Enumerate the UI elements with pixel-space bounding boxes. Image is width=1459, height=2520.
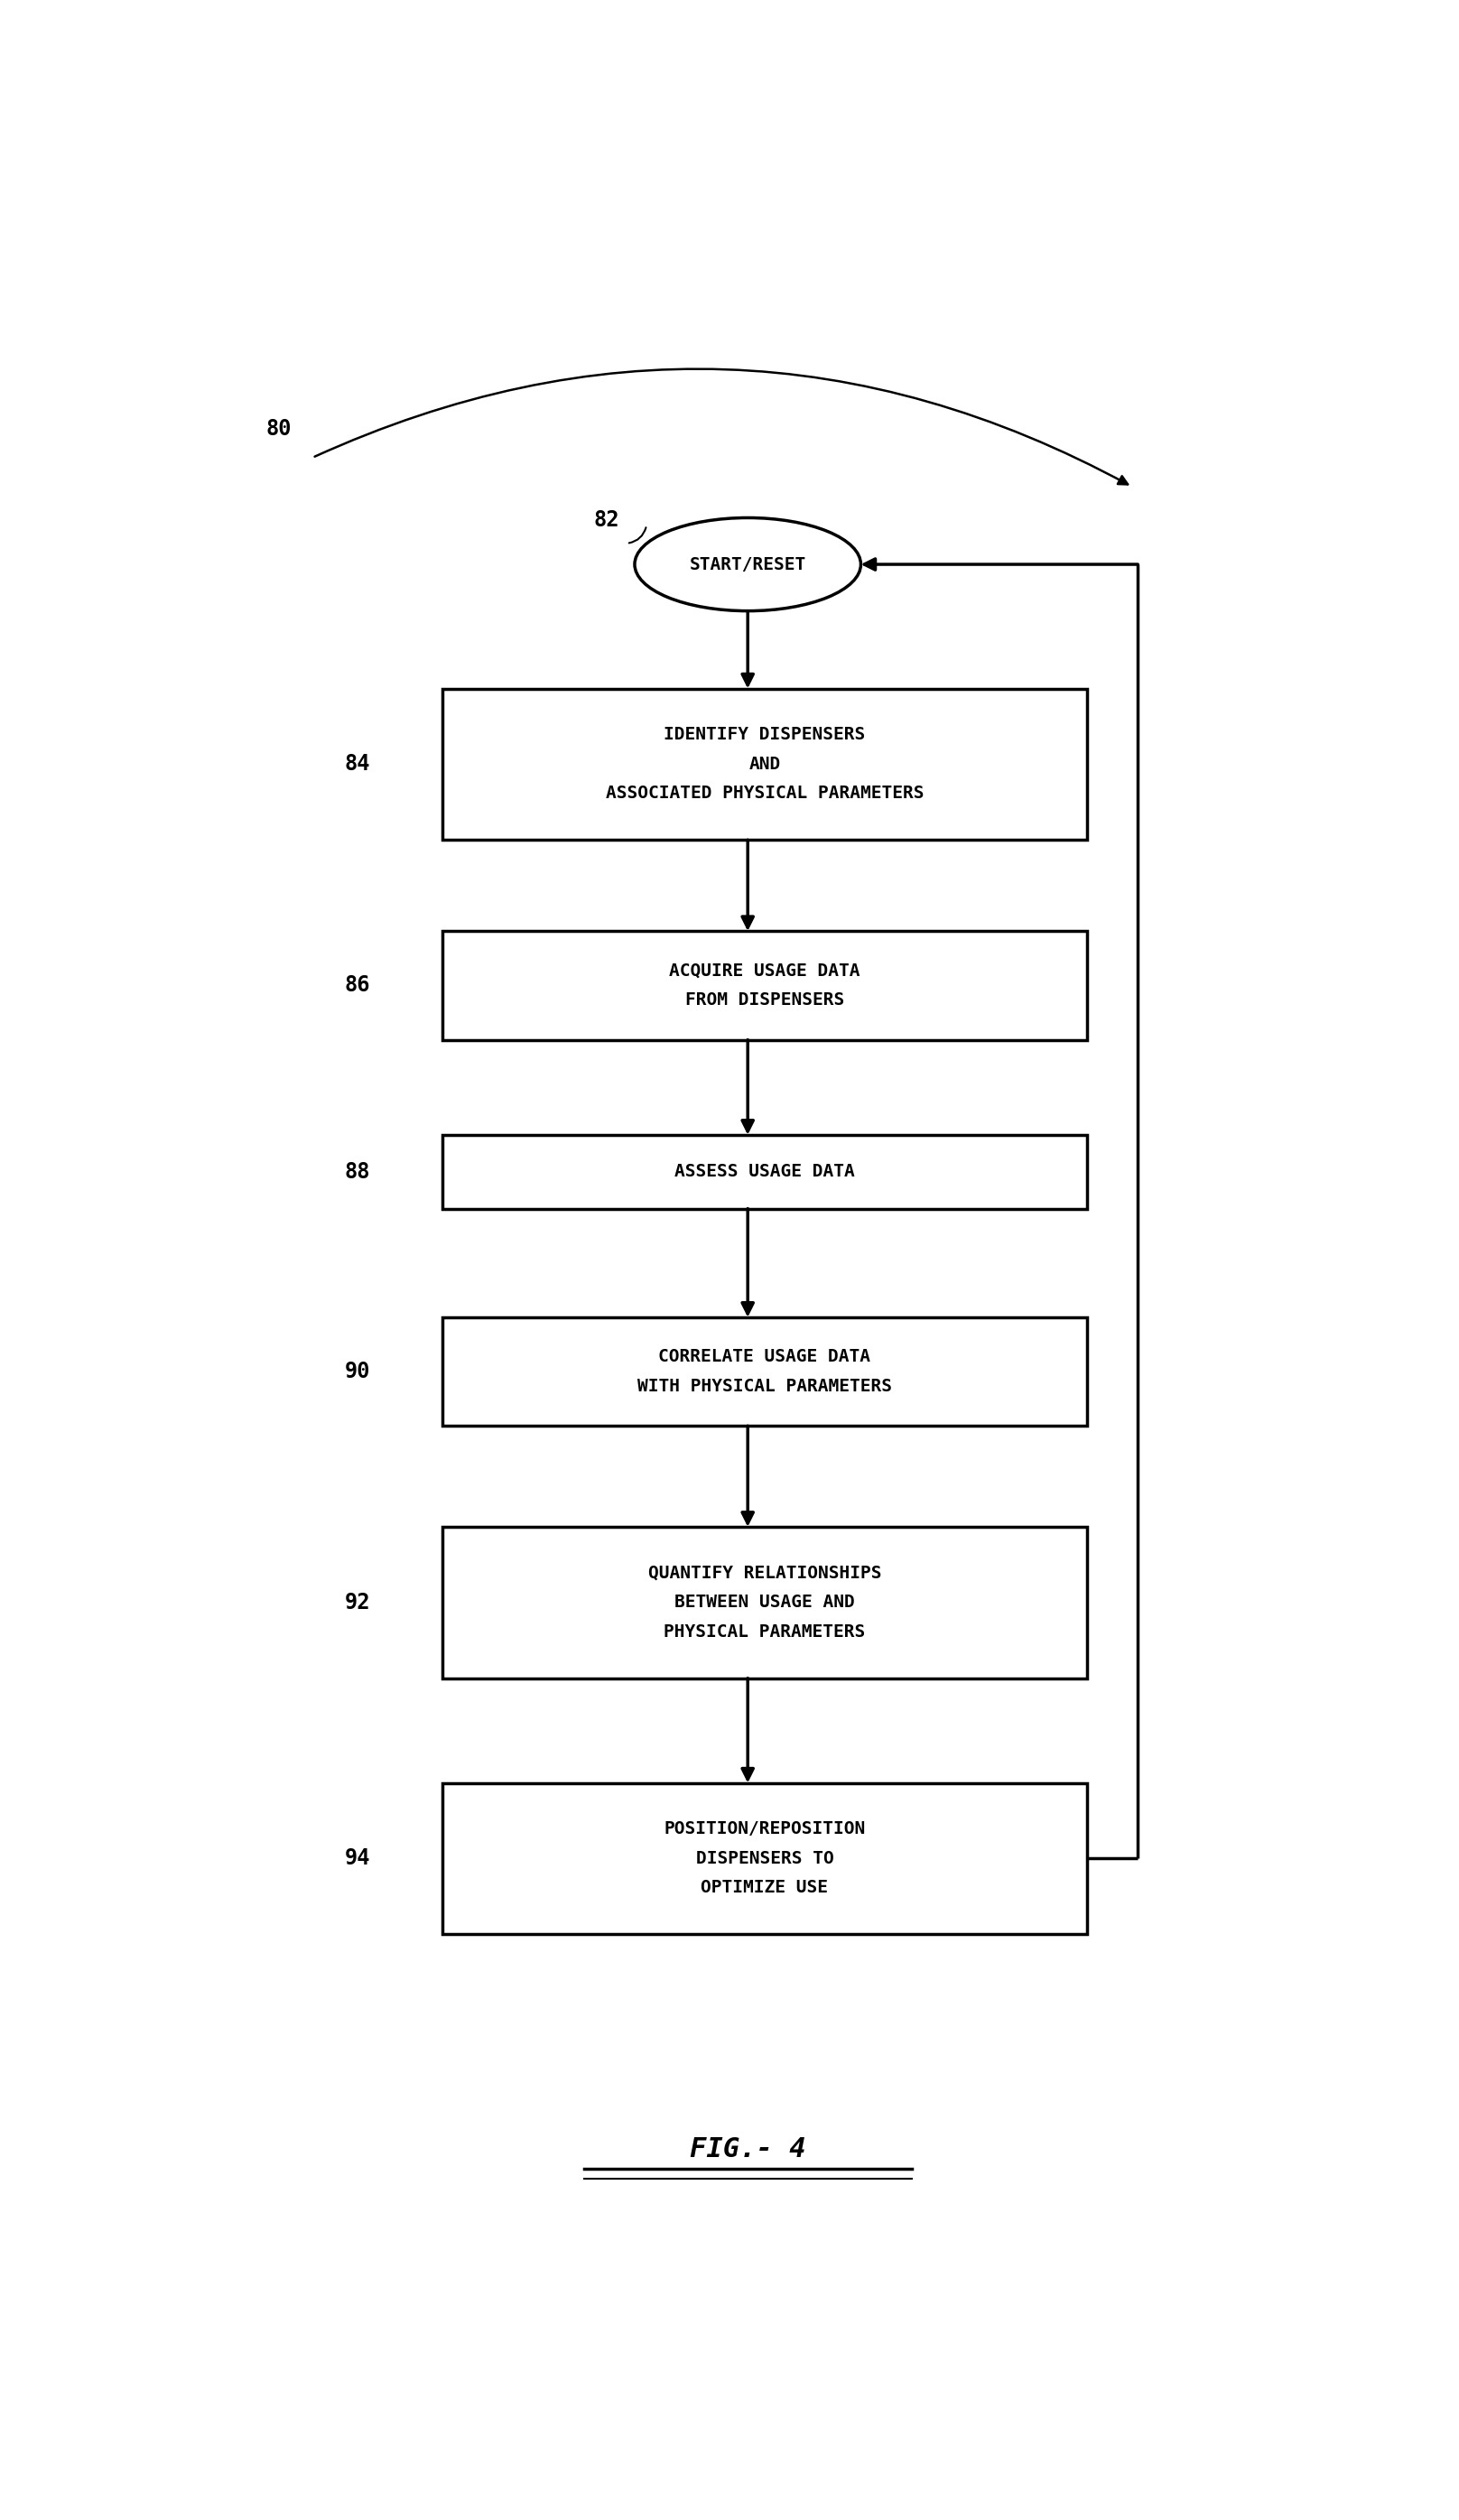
Ellipse shape — [635, 517, 861, 610]
Text: 80: 80 — [266, 418, 292, 438]
FancyBboxPatch shape — [442, 688, 1087, 839]
Text: ACQUIRE USAGE DATA
FROM DISPENSERS: ACQUIRE USAGE DATA FROM DISPENSERS — [670, 963, 861, 1008]
Text: 94: 94 — [344, 1847, 371, 1870]
FancyBboxPatch shape — [442, 1527, 1087, 1678]
Text: 82: 82 — [594, 509, 619, 532]
Text: POSITION/REPOSITION
DISPENSERS TO
OPTIMIZE USE: POSITION/REPOSITION DISPENSERS TO OPTIMI… — [664, 1819, 865, 1898]
Text: 84: 84 — [344, 753, 371, 776]
FancyBboxPatch shape — [442, 1784, 1087, 1935]
FancyBboxPatch shape — [442, 930, 1087, 1041]
Text: CORRELATE USAGE DATA
WITH PHYSICAL PARAMETERS: CORRELATE USAGE DATA WITH PHYSICAL PARAM… — [638, 1348, 891, 1394]
FancyBboxPatch shape — [442, 1318, 1087, 1426]
FancyBboxPatch shape — [442, 1134, 1087, 1210]
Text: FIG.- 4: FIG.- 4 — [690, 2137, 805, 2162]
Text: QUANTIFY RELATIONSHIPS
BETWEEN USAGE AND
PHYSICAL PARAMETERS: QUANTIFY RELATIONSHIPS BETWEEN USAGE AND… — [648, 1565, 881, 1641]
Text: 90: 90 — [344, 1361, 371, 1383]
Text: 86: 86 — [344, 975, 371, 995]
Text: ASSESS USAGE DATA: ASSESS USAGE DATA — [674, 1164, 855, 1179]
Text: IDENTIFY DISPENSERS
AND
ASSOCIATED PHYSICAL PARAMETERS: IDENTIFY DISPENSERS AND ASSOCIATED PHYSI… — [605, 726, 924, 801]
Text: 88: 88 — [344, 1162, 371, 1182]
Text: START/RESET: START/RESET — [690, 557, 805, 572]
Text: 92: 92 — [344, 1593, 371, 1613]
